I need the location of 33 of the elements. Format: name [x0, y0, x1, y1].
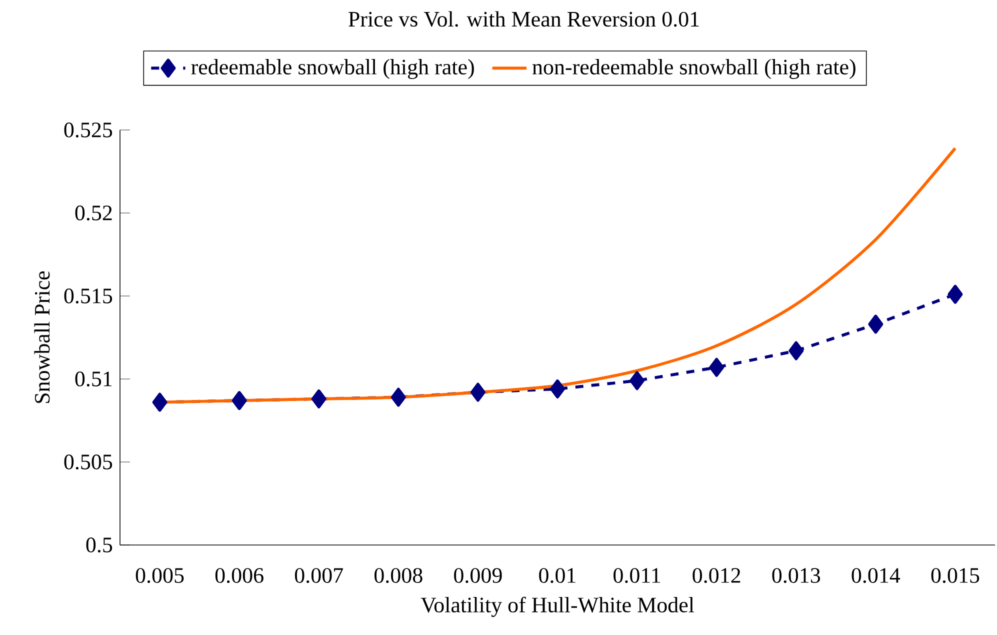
- y-axis-title: Snowball Price: [34, 271, 50, 403]
- y-tick-label: 0.505: [64, 454, 112, 470]
- point: [232, 391, 247, 410]
- point: [550, 379, 565, 398]
- y-tick-label: 0.525: [64, 122, 112, 138]
- y-tick-label: 0.515: [64, 288, 112, 304]
- legend-label: non-redeemable snowball (high rate): [532, 59, 856, 80]
- x-tick-label: 0.015: [931, 568, 980, 583]
- y-tick-label: 0.5: [86, 538, 112, 552]
- x-tick-label: 0.009: [454, 568, 502, 583]
- x-tick-label: 0.011: [614, 568, 660, 583]
- x-tick-label: 0.007: [294, 568, 343, 583]
- x-tick-label: 0.006: [215, 568, 264, 583]
- x-tick-label: 0.008: [374, 568, 422, 583]
- point: [709, 358, 724, 377]
- x-tick-label: 0.014: [852, 568, 900, 583]
- legend-label: redeemable snowball (high rate): [191, 59, 474, 80]
- point: [152, 392, 168, 412]
- point: [948, 284, 963, 304]
- y-tick-label: 0.51: [75, 372, 112, 386]
- point: [630, 371, 645, 390]
- x-tick-label: 0.013: [772, 568, 820, 583]
- x-axis-title: Volatility of Hull-White Model: [420, 596, 694, 617]
- point: [868, 314, 884, 334]
- point: [390, 388, 406, 407]
- x-tick-label: 0.01: [539, 568, 576, 583]
- chart-title: Price vs Vol. with Mean Reversion 0.01: [348, 11, 699, 27]
- x-tick-label: 0.012: [692, 568, 740, 583]
- point: [311, 389, 326, 408]
- point: [788, 341, 804, 360]
- x-tick-label: 0.005: [136, 568, 184, 583]
- point: [470, 382, 486, 402]
- y-tick-label: 0.52: [75, 206, 112, 220]
